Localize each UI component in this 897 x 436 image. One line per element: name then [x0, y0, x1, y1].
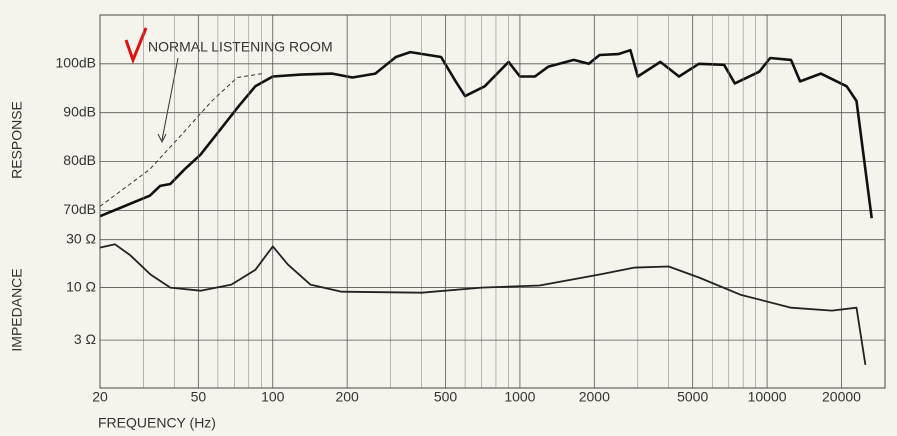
y-tick-label: 10 Ω [66, 278, 96, 294]
data-line [99, 243, 867, 366]
y-axis-label: IMPEDANCE [9, 268, 25, 351]
annotation: NORMAL LISTENING ROOM [148, 39, 333, 55]
y-tick-label: 30 Ω [66, 230, 96, 246]
x-tick-label: 500 [434, 389, 458, 405]
x-tick-label: 200 [335, 389, 359, 405]
x-tick-label: 10000 [748, 389, 787, 405]
data-line [99, 73, 263, 207]
annotation-arrowhead [157, 133, 167, 144]
y-tick-label: 3 Ω [74, 331, 96, 347]
x-tick-label: 50 [191, 389, 207, 405]
x-tick-label: 5000 [677, 389, 708, 405]
x-tick-label: 100 [261, 389, 285, 405]
x-tick-label: 1000 [504, 389, 535, 405]
y-axis-label: RESPONSE [9, 101, 25, 179]
x-tick-label: 20 [92, 389, 108, 405]
y-tick-label: 90dB [63, 103, 96, 119]
y-tick-label: 100dB [56, 55, 96, 71]
x-axis-label: FREQUENCY (Hz) [98, 415, 216, 431]
x-tick-label: 2000 [579, 389, 610, 405]
x-tick-label: 20000 [822, 389, 861, 405]
check-mark [124, 27, 148, 65]
y-tick-label: 80dB [63, 152, 96, 168]
annotation-arrow [161, 57, 179, 141]
y-tick-label: 70dB [63, 201, 96, 217]
